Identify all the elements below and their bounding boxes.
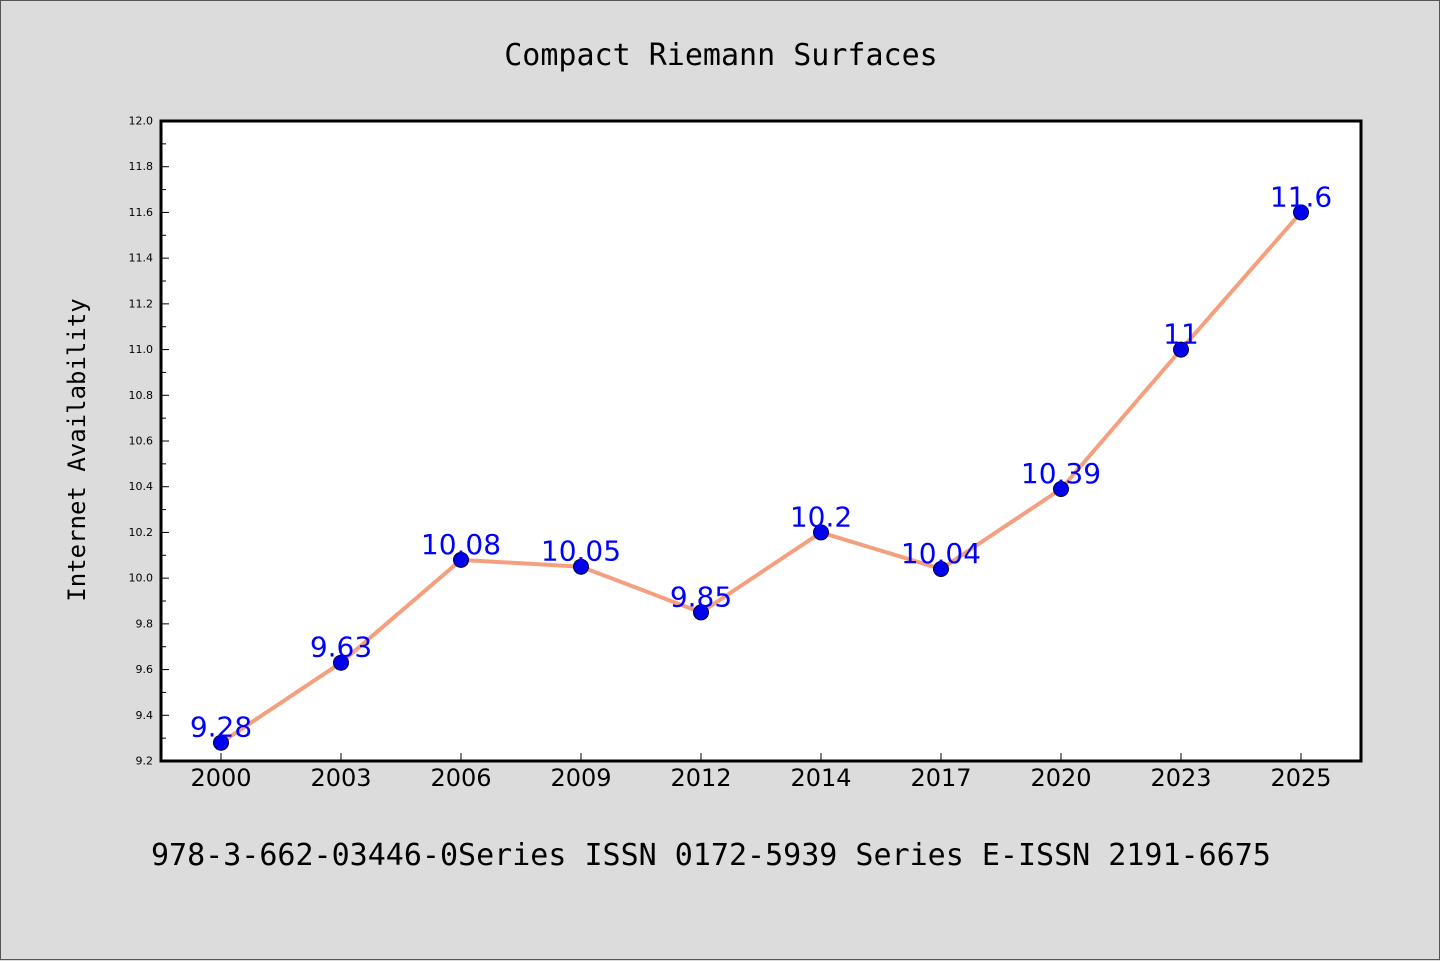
x-tick-label: 2020 <box>1030 764 1091 792</box>
y-axis: 9.2 9.4 9.6 9.8 10.0 10.2 10.4 10.6 10.8 11.0 11.2… <box>129 115 169 768</box>
x-tick-label: 2006 <box>430 764 491 792</box>
data-point <box>693 604 709 621</box>
data-point <box>1293 204 1309 221</box>
plot-area <box>159 119 1363 763</box>
y-tick-label: 11.2 <box>129 297 154 310</box>
data-label: 11.6 <box>1270 180 1332 213</box>
data-point <box>333 654 349 671</box>
x-tick-label: 2025 <box>1270 764 1331 792</box>
data-label: 10.08 <box>421 528 501 561</box>
data-label: 10.2 <box>790 500 852 533</box>
data-point <box>573 558 589 575</box>
data-point <box>933 561 949 577</box>
y-tick-label: 11.0 <box>129 343 154 356</box>
y-tick-label: 10.0 <box>129 572 154 585</box>
x-axis: 2000 2003 2006 2009 2012 2014 2017 2020 2023 2025 <box>190 753 1332 792</box>
y-tick-label: 11.4 <box>129 252 154 265</box>
y-tick-label: 11.6 <box>129 206 154 219</box>
y-tick-label: 11.8 <box>129 160 154 173</box>
x-tick-label: 2009 <box>550 764 611 792</box>
y-tick-label: 9.8 <box>136 617 154 630</box>
data-label: 9.28 <box>190 711 252 744</box>
x-tick-label: 2017 <box>910 764 971 792</box>
x-tick-label: 2003 <box>310 764 371 792</box>
y-tick-label: 9.4 <box>136 709 154 722</box>
footer-text: 978-3-662-03446-0Series ISSN 0172-5939 S… <box>151 838 1271 873</box>
series-line <box>219 211 1303 745</box>
data-label: 10.04 <box>901 537 981 570</box>
data-point <box>213 734 229 751</box>
data-point <box>1173 341 1189 358</box>
data-label: 9.63 <box>310 631 372 664</box>
data-point <box>813 524 829 541</box>
data-label: 11 <box>1163 318 1199 351</box>
data-label: 9.85 <box>670 580 732 613</box>
y-tick-label: 9.2 <box>136 755 154 768</box>
chart-title: Compact Riemann Surfaces <box>504 38 937 73</box>
x-tick-label: 2012 <box>670 764 731 792</box>
y-tick-label: 10.4 <box>129 480 154 493</box>
data-label: 10.39 <box>1021 457 1101 490</box>
y-tick-label: 10.2 <box>129 526 154 539</box>
data-point <box>453 551 469 568</box>
x-tick-label: 2000 <box>190 764 251 792</box>
y-tick-label: 9.6 <box>136 663 154 676</box>
y-tick-label: 10.8 <box>129 389 154 402</box>
x-tick-label: 2014 <box>790 764 851 792</box>
data-label: 10.05 <box>541 535 621 568</box>
y-tick-label: 10.6 <box>129 435 154 448</box>
series-layer: 9.28 9.63 10.08 10.05 9.85 10.2 10.04 10.39 11 11… <box>190 180 1332 751</box>
data-point <box>1053 481 1069 497</box>
y-tick-label: 12.0 <box>129 115 154 128</box>
y-axis-label: Internet Availability <box>63 298 91 601</box>
x-tick-label: 2023 <box>1150 764 1211 792</box>
